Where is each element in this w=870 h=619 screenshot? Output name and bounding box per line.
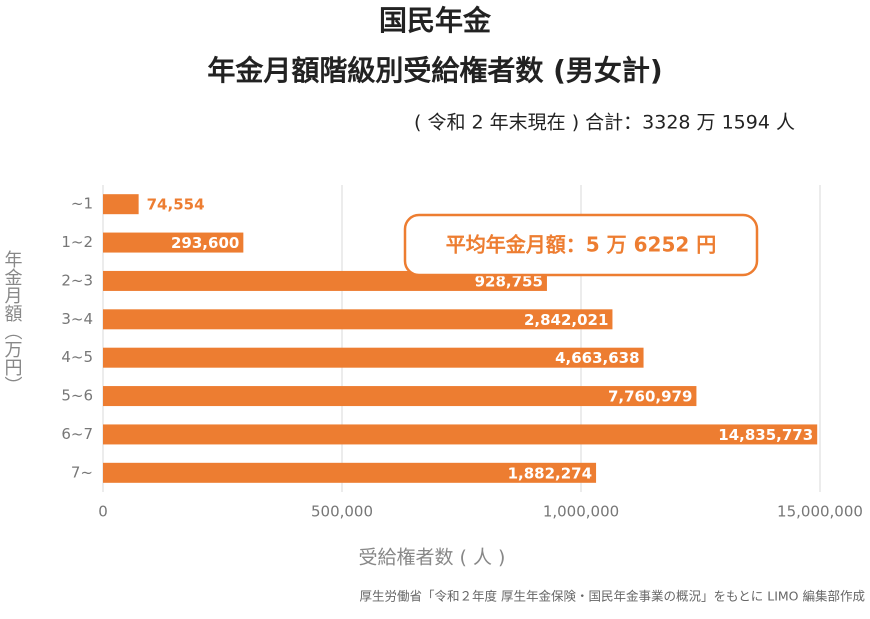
chart-title: 国民年金 <box>379 4 492 37</box>
value-label: 928,755 <box>475 272 543 290</box>
x-tick-label: 15,000,000 <box>777 503 863 521</box>
value-label: 74,554 <box>147 196 205 214</box>
annotation: 平均年金月額：5 万 6252 円 <box>446 233 716 257</box>
source: 厚生労働省「令和２年度 厚生年金保険・国民年金事業の概況」をもとに LIMO 編… <box>360 589 865 604</box>
x-axis-title: 受給権者数 ( 人 ) <box>359 547 506 569</box>
bar <box>103 232 244 253</box>
bar <box>103 386 697 407</box>
x-tick-label: 0 <box>98 503 108 521</box>
y-tick-label: 2~3 <box>61 271 93 289</box>
value-label: 2,842,021 <box>524 311 608 329</box>
y-tick-label: 1~2 <box>61 233 93 251</box>
y-tick-label: 3~4 <box>61 310 93 328</box>
y-tick-label: 5~6 <box>61 387 93 405</box>
bar <box>103 424 818 445</box>
value-label: 293,600 <box>171 234 239 252</box>
annotation-box <box>403 213 759 277</box>
bar <box>103 347 644 368</box>
y-tick-label: 7~ <box>71 463 93 481</box>
chart-subtitle: 年金月額階級別受給権者数 (男女計) <box>207 54 662 87</box>
x-tick-label: 1,000,000 <box>543 503 619 521</box>
y-tick-label: 6~7 <box>61 425 93 443</box>
value-label: 14,835,773 <box>718 426 813 444</box>
y-tick-label: ~1 <box>71 195 93 213</box>
bar <box>103 194 139 215</box>
value-label: 1,882,274 <box>508 464 592 482</box>
value-label: 4,663,638 <box>555 349 639 367</box>
x-tick-label: 500,000 <box>311 503 373 521</box>
bar <box>103 462 597 483</box>
y-axis-title: 年金月額（万円） <box>2 250 23 394</box>
bar <box>103 309 613 330</box>
y-tick-label: 4~5 <box>61 348 93 366</box>
value-label: 7,760,979 <box>608 388 692 406</box>
chart-note: ( 令和 2 年末現在 ) 合計：3328 万 1594 人 <box>414 112 795 134</box>
